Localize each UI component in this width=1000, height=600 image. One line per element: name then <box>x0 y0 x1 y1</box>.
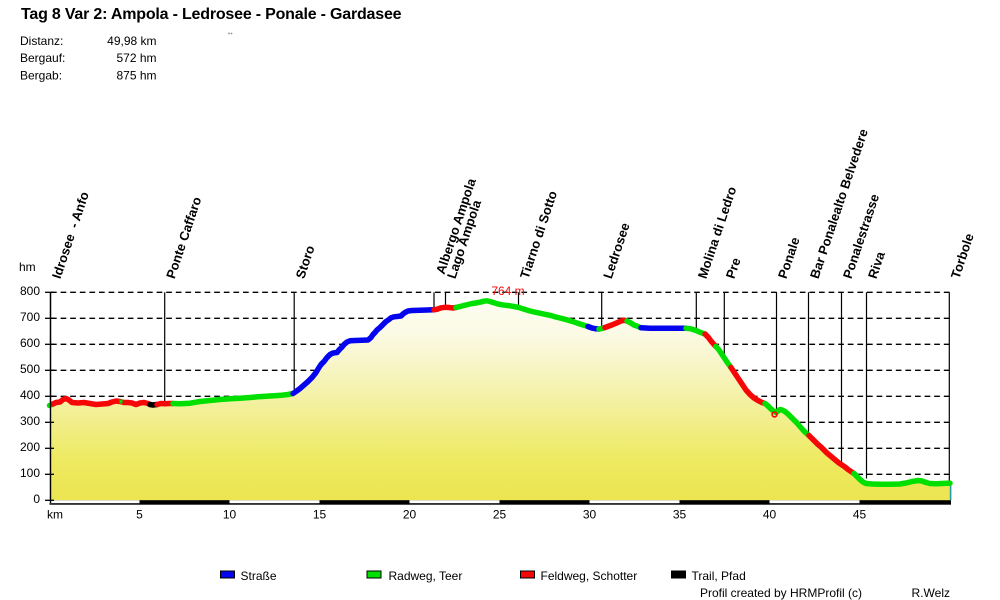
svg-text:500: 500 <box>20 362 40 376</box>
svg-text:Pre: Pre <box>723 256 744 281</box>
svg-text:30: 30 <box>583 508 597 522</box>
svg-text:hm: hm <box>19 260 36 274</box>
svg-text:Riva: Riva <box>865 249 888 281</box>
svg-text:Radweg, Teer: Radweg, Teer <box>389 569 463 583</box>
svg-text:Tag 8 Var 2: Ampola - Ledrosee: Tag 8 Var 2: Ampola - Ledrosee - Ponale … <box>21 6 402 23</box>
svg-text:800: 800 <box>20 284 40 298</box>
svg-text:10: 10 <box>223 508 237 522</box>
svg-text:Distanz:: Distanz: <box>20 34 63 48</box>
svg-text:Tiarno di Sotto: Tiarno di Sotto <box>517 189 560 281</box>
svg-text:Bergauf:: Bergauf: <box>20 51 65 65</box>
svg-text:40: 40 <box>763 508 777 522</box>
svg-text:572 hm: 572 hm <box>116 51 156 65</box>
svg-text:Feldweg, Schotter: Feldweg, Schotter <box>541 569 638 583</box>
svg-text:35: 35 <box>673 508 687 522</box>
svg-text:200: 200 <box>20 440 40 454</box>
svg-text:Trail, Pfad: Trail, Pfad <box>692 569 746 583</box>
svg-text:300: 300 <box>20 414 40 428</box>
svg-text:20: 20 <box>403 508 417 522</box>
svg-text:15: 15 <box>313 508 327 522</box>
svg-text:Ponte Caffaro: Ponte Caffaro <box>163 195 204 281</box>
svg-text:100: 100 <box>20 466 40 480</box>
svg-text:Ledrosee: Ledrosee <box>600 221 633 281</box>
svg-text:875 hm: 875 hm <box>116 69 156 83</box>
svg-text:5: 5 <box>136 508 143 522</box>
svg-text:45: 45 <box>853 508 867 522</box>
svg-text:0: 0 <box>33 492 40 506</box>
svg-text:Storo: Storo <box>293 243 318 280</box>
svg-text:R.Welz: R.Welz <box>912 586 950 600</box>
svg-text:Profil created by HRMProfil (c: Profil created by HRMProfil (c) <box>700 586 862 600</box>
svg-text:25: 25 <box>493 508 507 522</box>
svg-text:700: 700 <box>20 310 40 324</box>
svg-text:Idrosee - Anfo: Idrosee - Anfo <box>49 190 92 281</box>
svg-text:600: 600 <box>20 336 40 350</box>
svg-text:km: km <box>47 508 63 522</box>
svg-text:764 m: 764 m <box>491 284 524 298</box>
svg-text:Straße: Straße <box>241 569 277 583</box>
svg-text:400: 400 <box>20 388 40 402</box>
svg-text:49,98 km: 49,98 km <box>107 34 156 48</box>
svg-text:Bergab:: Bergab: <box>20 69 62 83</box>
svg-text:Ponale: Ponale <box>775 235 803 280</box>
svg-text:Torbole: Torbole <box>948 231 977 280</box>
